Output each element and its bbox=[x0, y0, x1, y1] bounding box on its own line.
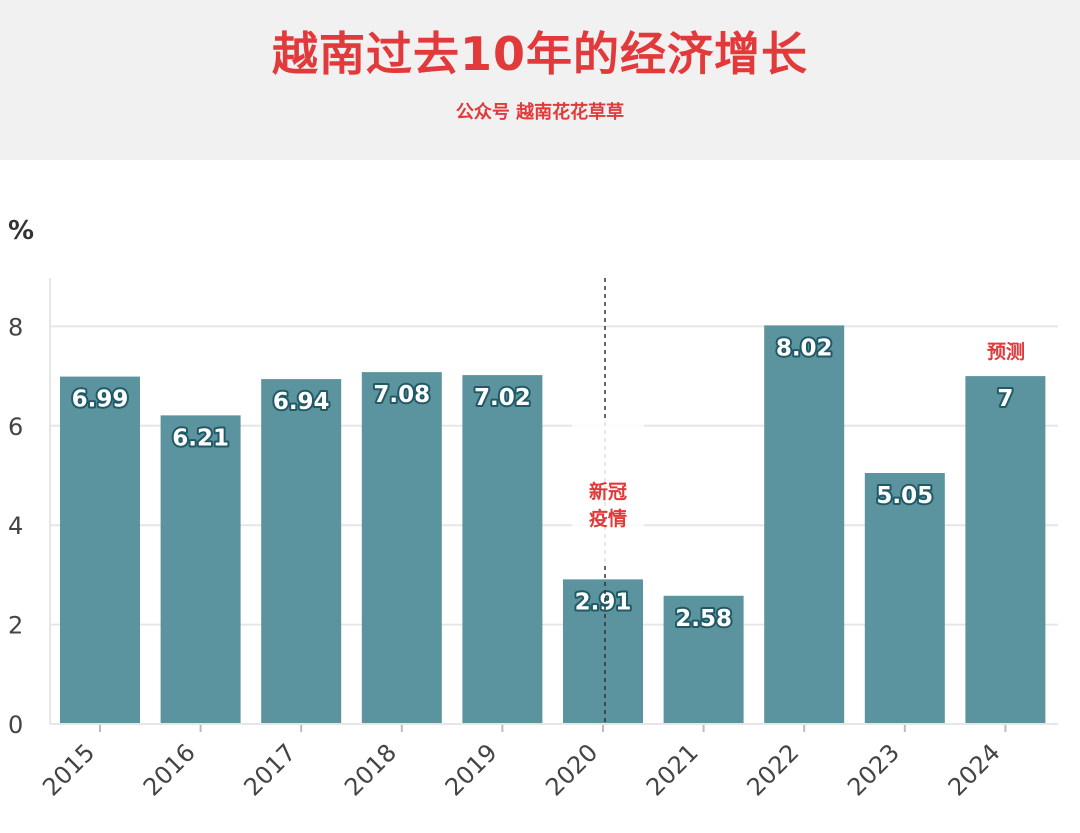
bar bbox=[563, 579, 643, 724]
data-label-outline: 7.08 bbox=[373, 382, 430, 408]
data-label-outline: 2.91 bbox=[575, 589, 632, 615]
forecast-annotation: 预测 bbox=[986, 341, 1025, 363]
x-tick-label: 2022 bbox=[741, 738, 804, 801]
covid-annotation-text: 新冠 疫情 bbox=[588, 481, 627, 530]
y-tick-label: 8 bbox=[8, 313, 23, 341]
data-label: 5.05 bbox=[876, 483, 933, 509]
y-tick-label: 2 bbox=[8, 612, 23, 640]
data-label-outline: 6.99 bbox=[72, 387, 129, 413]
data-label: 6.94 bbox=[273, 389, 330, 415]
x-tick-label: 2015 bbox=[37, 738, 100, 801]
bar bbox=[764, 325, 845, 724]
data-label: 7.08 bbox=[373, 382, 430, 408]
data-label-outline: 8.02 bbox=[776, 335, 833, 361]
x-tick-label: 2018 bbox=[339, 738, 402, 801]
bar bbox=[864, 473, 945, 724]
x-tick-label: 2019 bbox=[440, 738, 503, 801]
y-tick-label: 0 bbox=[8, 711, 23, 739]
data-label: 7.02 bbox=[474, 385, 531, 411]
data-label-outline: 7 bbox=[997, 386, 1013, 412]
covid-annotation: 新冠 疫情 bbox=[568, 479, 648, 533]
data-label: 2.58 bbox=[675, 606, 732, 632]
bar bbox=[462, 375, 543, 724]
bar bbox=[261, 379, 342, 724]
bar bbox=[60, 376, 140, 724]
x-tick-label: 2016 bbox=[138, 738, 201, 801]
data-label-outline: 7.02 bbox=[474, 385, 531, 411]
data-label: 2.91 bbox=[575, 589, 632, 615]
bar bbox=[965, 376, 1046, 724]
y-tick-label: 6 bbox=[8, 413, 23, 441]
data-label: 6.99 bbox=[72, 387, 129, 413]
data-label: 8.02 bbox=[776, 335, 833, 361]
bar bbox=[663, 595, 744, 724]
bar bbox=[361, 372, 442, 724]
chart-title: 越南过去10年的经济增长 bbox=[271, 27, 808, 81]
data-label: 6.21 bbox=[172, 425, 229, 451]
data-label: 7 bbox=[997, 386, 1013, 412]
bar bbox=[160, 415, 241, 724]
data-label-outline: 2.58 bbox=[675, 606, 732, 632]
x-tick-label: 2020 bbox=[540, 738, 603, 801]
x-tick-label: 2017 bbox=[238, 738, 301, 801]
y-tick-label: 4 bbox=[8, 512, 23, 540]
chart-subtitle: 公众号 越南花花草草 bbox=[455, 102, 625, 123]
data-label-outline: 6.94 bbox=[273, 389, 330, 415]
x-tick-label: 2023 bbox=[842, 738, 905, 801]
data-label-outline: 5.05 bbox=[876, 483, 933, 509]
x-tick-label: 2021 bbox=[641, 738, 704, 801]
y-axis-unit-label: % bbox=[8, 216, 35, 246]
header-panel: 越南过去10年的经济增长 公众号 越南花花草草 bbox=[0, 0, 1080, 160]
covid-annotation-backdrop bbox=[572, 420, 644, 564]
x-tick-label: 2024 bbox=[943, 738, 1006, 801]
data-label-outline: 6.21 bbox=[172, 425, 229, 451]
